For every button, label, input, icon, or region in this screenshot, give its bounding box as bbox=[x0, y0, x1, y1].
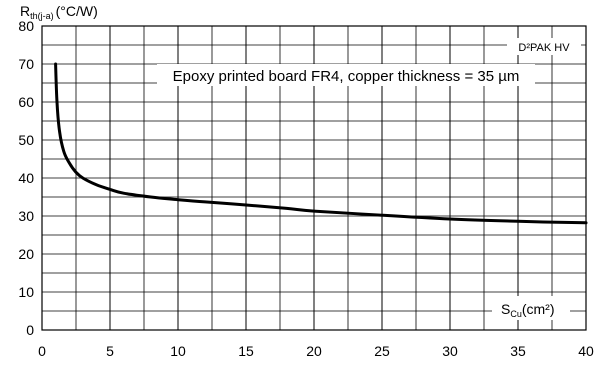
x-axis-label-unit: (cm²) bbox=[522, 301, 555, 317]
y-tick-label: 50 bbox=[18, 132, 34, 148]
x-tick-label: 40 bbox=[578, 343, 594, 359]
y-tick-labels: 0 10 20 30 40 50 60 70 80 bbox=[18, 18, 34, 338]
annotation-text: Epoxy printed board FR4, copper thicknes… bbox=[173, 68, 520, 85]
x-axis-label-bg bbox=[492, 296, 570, 320]
plot-frame bbox=[41, 25, 587, 331]
x-tick-label: 0 bbox=[38, 343, 46, 359]
package-label-bg bbox=[507, 38, 581, 55]
y-tick-label: 40 bbox=[18, 170, 34, 186]
x-tick-label: 30 bbox=[442, 343, 458, 359]
y-tick-label: 0 bbox=[26, 322, 34, 338]
x-tick-labels: 0 5 10 15 20 25 30 35 40 bbox=[38, 343, 594, 359]
y-tick-label: 10 bbox=[18, 284, 34, 300]
series-curve bbox=[54, 62, 588, 225]
y-axis-label-main: R bbox=[20, 3, 30, 19]
y-tick-label: 30 bbox=[18, 208, 34, 224]
x-tick-label: 35 bbox=[510, 343, 526, 359]
y-axis-label-sub: th(j-a) bbox=[30, 11, 54, 21]
x-tick-label: 15 bbox=[238, 343, 254, 359]
x-axis-label-main: S bbox=[501, 301, 510, 317]
x-tick-label: 25 bbox=[374, 343, 390, 359]
y-tick-label: 20 bbox=[18, 246, 34, 262]
x-tick-label: 10 bbox=[170, 343, 186, 359]
y-tick-label: 80 bbox=[18, 18, 34, 34]
package-label: D²PAK HV bbox=[518, 42, 570, 54]
y-axis-label: Rth(j-a) (°C/W) bbox=[20, 3, 98, 21]
annotation-bg bbox=[157, 64, 535, 86]
y-axis-label-unit: (°C/W) bbox=[56, 3, 98, 19]
x-tick-label: 5 bbox=[106, 343, 114, 359]
x-tick-label: 20 bbox=[306, 343, 322, 359]
x-axis-label-sub: Cu bbox=[510, 309, 522, 319]
x-axis-label: SCu(cm²) bbox=[501, 301, 555, 319]
y-tick-label: 70 bbox=[18, 56, 34, 72]
y-tick-label: 60 bbox=[18, 94, 34, 110]
